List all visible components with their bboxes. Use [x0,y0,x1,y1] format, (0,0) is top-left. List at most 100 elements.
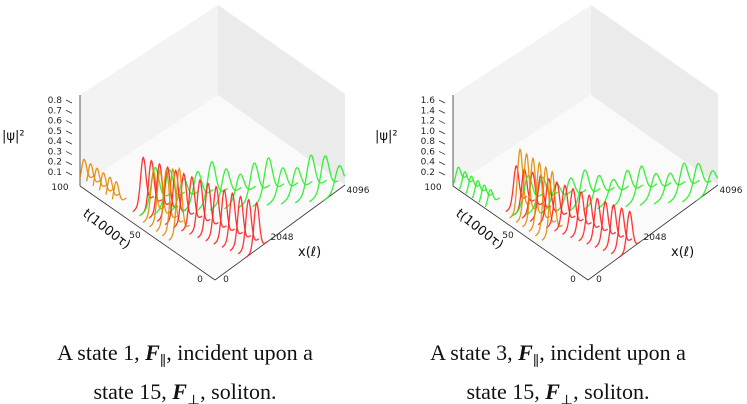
z-tick [65,130,73,135]
green-slice [209,168,242,211]
caption-right: A state 3, F∥, incident upon a state 15,… [373,338,743,404]
z-tick [65,99,73,104]
z-tick-label: 0.7 [48,106,62,116]
z-tick [65,161,73,166]
green-slice [323,164,346,202]
caption-right-text-1: A state 3, [430,340,513,365]
red-slice [229,195,252,252]
z-tick [65,109,73,114]
green-slice [682,162,712,203]
green-slice [512,175,544,217]
green-slice [195,161,228,212]
z-tick-label: 0.2 [48,158,62,168]
z-tick [438,140,446,145]
z-tick-label: 0.2 [421,168,435,178]
caption-left-text-3: state 15, [93,379,167,404]
green-slice [653,172,686,205]
orange-slice [86,163,102,183]
orange-slice [98,172,114,192]
symbol-parallel: ∥ [532,354,540,370]
orange-slice [534,165,557,237]
red-slice [205,185,227,242]
green-slice [471,180,488,199]
back-pane-right [591,5,718,185]
x-axis-label: x(ℓ) [671,245,694,260]
red-slice [562,187,584,235]
z-tick-label: 0.6 [421,147,436,157]
orange-slice [161,167,184,237]
z-tick-label: 0.6 [48,117,63,127]
orange-slice [105,176,121,196]
red-slice [237,198,260,255]
red-slice [554,184,576,232]
x-axis-label: x(ℓ) [298,245,321,260]
z-tick-label: 1.0 [421,127,436,137]
z-tick [65,171,73,176]
z-tick [438,109,446,114]
x-tick-label: 4096 [720,186,743,196]
z-tick [65,151,73,155]
green-slice [309,155,339,203]
z-tick-label: 0.8 [421,137,436,147]
z-tick [438,171,446,176]
green-slice [568,169,601,212]
floor-pane [453,95,718,280]
red-slice [197,182,219,239]
orange-slice [92,167,108,188]
z-tick-label: 1.6 [421,96,436,106]
caption-left: A state 1, F∥, incident upon a state 15,… [0,338,370,404]
orange-slice [79,158,95,179]
orange-slice [155,168,178,232]
caption-left-text-4: , soliton. [200,379,277,404]
symbol-perp: ⊥ [186,393,201,404]
panel-left: 0.80.70.60.50.40.30.20.1|ψ|²100500t(1000… [2,5,370,285]
green-slice [252,157,285,208]
x-axis-line [214,184,346,281]
t-tick-label: 100 [424,183,441,193]
red-slice [213,188,235,245]
orange-slice [522,156,544,228]
green-slice [484,188,501,208]
t-axis-line [79,185,216,281]
t-tick-label: 0 [197,275,203,285]
z-tick [438,99,446,104]
green-slice [139,166,171,217]
panel-right: 1.61.41.21.00.80.60.40.2|ψ|²100500t(1000… [375,5,743,285]
green-slice [597,178,629,210]
green-slice [611,169,644,209]
z-tick [65,120,73,124]
green-slice [696,169,719,202]
x-tick-label: 2048 [271,233,294,243]
red-slice [148,162,171,219]
orange-slice [111,181,127,201]
orange-slice [509,147,531,219]
z-tick-label: 0.8 [48,96,63,106]
z-tick-label: 0.4 [421,158,436,168]
caption-left-text-1: A state 1, [57,340,140,365]
z-tick-label: 0.4 [48,137,63,147]
green-slice [294,154,327,204]
red-slice [594,200,617,248]
green-slice [625,165,658,208]
red-slice [618,210,641,258]
symbol-parallel: ∥ [159,354,167,370]
z-tick-label: 0.3 [48,147,62,157]
green-slice [465,175,481,194]
x-tick-label: 4096 [347,186,370,196]
green-slice [224,173,256,210]
z-tick-label: 0.1 [48,168,62,178]
z-tick [438,161,446,166]
red-slice [602,204,625,252]
z-tick [438,120,446,124]
red-slice [172,172,195,229]
t-tick-label: 50 [129,231,141,241]
symbol-F: F [172,379,187,404]
z-tick [438,130,446,135]
x-tick-label: 0 [223,275,229,285]
symbol-F: F [545,379,560,404]
red-slice [180,175,203,232]
symbol-F: F [518,340,533,365]
x-tick-label: 2048 [644,233,667,243]
